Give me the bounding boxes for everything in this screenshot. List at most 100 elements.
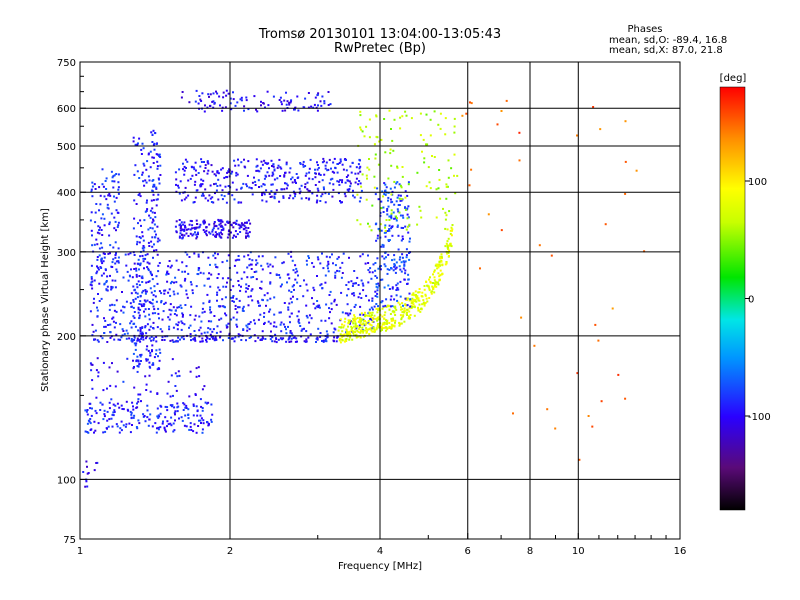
data-point bbox=[164, 301, 167, 304]
data-point bbox=[397, 194, 400, 197]
data-point bbox=[386, 213, 389, 216]
data-point bbox=[377, 267, 380, 270]
data-point bbox=[221, 189, 224, 192]
data-point bbox=[186, 253, 189, 256]
data-point bbox=[124, 253, 127, 256]
data-point bbox=[287, 306, 290, 309]
data-point bbox=[154, 295, 157, 298]
stats-line-x: mean, sd,X: 87.0, 21.8 bbox=[609, 45, 723, 56]
data-point bbox=[202, 419, 205, 422]
data-point bbox=[195, 431, 198, 434]
data-point bbox=[415, 295, 417, 298]
data-point bbox=[183, 279, 186, 282]
data-point bbox=[384, 189, 387, 192]
data-point bbox=[152, 144, 155, 146]
data-point bbox=[180, 225, 182, 227]
data-point bbox=[218, 233, 221, 236]
data-point bbox=[273, 195, 276, 198]
data-point bbox=[352, 282, 355, 285]
data-point bbox=[127, 253, 130, 256]
data-point bbox=[424, 294, 427, 297]
data-point bbox=[406, 225, 409, 228]
data-point bbox=[91, 195, 94, 198]
data-point bbox=[257, 169, 259, 172]
data-point bbox=[453, 125, 456, 128]
data-point bbox=[133, 254, 136, 256]
data-point bbox=[231, 194, 234, 197]
data-point bbox=[396, 299, 399, 302]
data-point bbox=[226, 281, 228, 284]
data-point bbox=[433, 110, 436, 113]
data-point bbox=[315, 305, 318, 308]
data-point bbox=[396, 165, 399, 168]
data-point bbox=[185, 265, 188, 268]
data-point bbox=[305, 330, 308, 333]
data-point bbox=[413, 294, 416, 297]
data-point bbox=[333, 336, 336, 339]
data-point bbox=[366, 177, 368, 180]
data-point bbox=[255, 270, 258, 273]
x-tick-label: 16 bbox=[674, 546, 687, 557]
data-point bbox=[146, 199, 148, 202]
data-point bbox=[399, 308, 402, 311]
data-point bbox=[197, 366, 200, 369]
data-point bbox=[137, 360, 140, 363]
data-point bbox=[232, 285, 235, 288]
data-point bbox=[425, 280, 427, 283]
data-point bbox=[405, 298, 408, 301]
data-point bbox=[253, 176, 255, 179]
data-point bbox=[400, 316, 403, 319]
data-point bbox=[357, 296, 360, 299]
data-point bbox=[470, 102, 473, 105]
data-point bbox=[108, 234, 111, 237]
data-point bbox=[348, 180, 351, 183]
data-point bbox=[167, 380, 170, 383]
data-point bbox=[243, 158, 245, 161]
data-point bbox=[222, 228, 225, 231]
data-point bbox=[159, 412, 162, 415]
data-point bbox=[216, 92, 219, 95]
data-point bbox=[260, 100, 262, 103]
data-point bbox=[152, 183, 155, 186]
data-point bbox=[197, 253, 200, 256]
data-point bbox=[288, 277, 291, 280]
data-point bbox=[326, 264, 329, 267]
data-point bbox=[113, 180, 116, 183]
data-point bbox=[340, 276, 343, 279]
data-point bbox=[167, 272, 170, 275]
data-point bbox=[271, 171, 274, 174]
data-point bbox=[432, 282, 434, 284]
data-point bbox=[465, 112, 468, 115]
data-point bbox=[325, 255, 328, 258]
data-point bbox=[269, 308, 272, 311]
data-point bbox=[235, 219, 238, 222]
y-tick-label: 400 bbox=[57, 188, 76, 199]
data-point bbox=[405, 248, 408, 251]
data-point bbox=[202, 220, 205, 223]
data-point bbox=[399, 199, 402, 202]
data-point bbox=[355, 177, 358, 180]
data-point bbox=[181, 233, 184, 236]
data-point bbox=[105, 281, 108, 284]
data-point bbox=[234, 336, 237, 339]
data-point bbox=[185, 404, 188, 407]
data-point bbox=[206, 277, 209, 280]
data-point bbox=[146, 266, 149, 269]
data-point bbox=[412, 293, 414, 296]
data-point bbox=[265, 304, 267, 307]
data-point bbox=[359, 313, 362, 316]
data-point bbox=[142, 336, 144, 339]
data-point bbox=[90, 211, 93, 214]
data-point bbox=[403, 307, 406, 310]
data-point bbox=[191, 224, 194, 227]
data-point bbox=[102, 389, 105, 392]
data-point bbox=[285, 340, 288, 343]
data-point bbox=[327, 263, 330, 266]
data-point bbox=[144, 337, 147, 340]
data-point bbox=[297, 318, 300, 321]
data-point bbox=[407, 317, 410, 320]
data-point bbox=[203, 170, 206, 173]
data-point bbox=[178, 224, 181, 227]
data-point bbox=[114, 385, 117, 388]
data-point bbox=[243, 255, 246, 258]
